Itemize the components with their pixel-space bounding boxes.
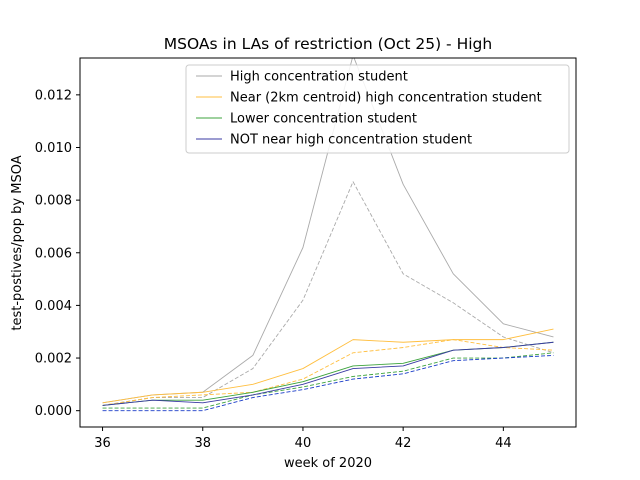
- x-axis-label: week of 2020: [284, 456, 372, 471]
- legend-label: High concentration student: [230, 70, 408, 85]
- chart-title: MSOAs in LAs of restriction (Oct 25) - H…: [164, 35, 492, 53]
- y-tick-label: 0.002: [35, 352, 72, 367]
- x-tick-label: 36: [94, 436, 111, 451]
- y-tick-label: 0.010: [35, 141, 72, 156]
- legend-label: NOT near high concentration student: [230, 133, 472, 148]
- series-line-2: [102, 341, 554, 406]
- legend-label: Lower concentration student: [230, 112, 417, 127]
- y-axis-label: test-postives/pop by MSOA: [10, 155, 25, 330]
- y-tick-label: 0.012: [35, 88, 72, 103]
- x-tick-label: 38: [194, 436, 211, 451]
- y-tick-label: 0.004: [35, 299, 72, 314]
- axes-frame: [79, 57, 577, 428]
- series-line-4: [102, 181, 554, 406]
- legend-box: [185, 64, 570, 154]
- series-line-7: [102, 354, 554, 412]
- x-tick-label: 42: [395, 436, 412, 451]
- y-tick-label: 0.006: [35, 246, 72, 261]
- y-tick-label: 0.008: [35, 194, 72, 209]
- series-line-6: [102, 352, 554, 409]
- series-line-5: [102, 339, 554, 406]
- series-line-1: [102, 328, 554, 404]
- x-tick-label: 44: [495, 436, 512, 451]
- legend-items: High concentration student Near (2km cent…: [196, 70, 542, 148]
- x-tick-label: 40: [295, 436, 312, 451]
- series-line-3: [102, 341, 554, 406]
- legend: High concentration student Near (2km cent…: [185, 64, 570, 154]
- x-axis: 36 38 40 42 44: [94, 427, 512, 451]
- y-axis: 0.000 0.002 0.004 0.006 0.008 0.010 0.012: [35, 88, 80, 419]
- y-tick-label: 0.000: [35, 404, 72, 419]
- legend-label: Near (2km centroid) high concentration s…: [230, 91, 542, 106]
